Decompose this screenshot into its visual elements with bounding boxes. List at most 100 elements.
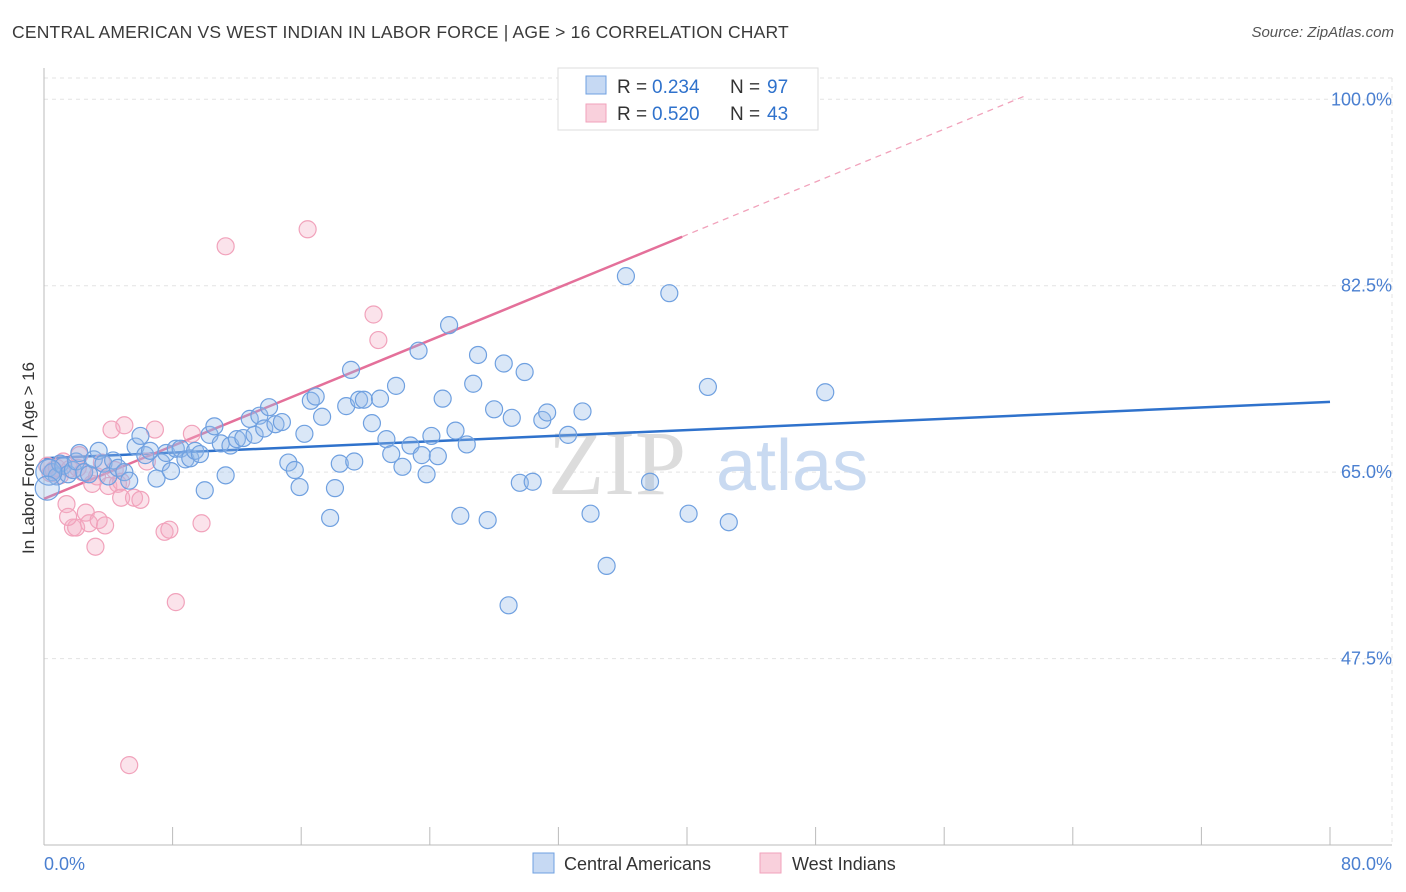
central-american-point <box>478 510 497 530</box>
central-american-point <box>679 504 698 523</box>
bottom-legend-swatch-west-indians <box>759 852 782 874</box>
west-indian-point <box>216 237 235 256</box>
central-american-point <box>325 479 345 498</box>
central-american-point <box>171 439 190 458</box>
west-indian-point <box>137 452 156 471</box>
data-points <box>34 220 835 775</box>
central-american-point <box>558 425 578 444</box>
legend-swatch-blue <box>585 75 607 95</box>
central-american-point <box>428 447 447 466</box>
central-american-point <box>157 443 176 463</box>
central-american-point <box>464 374 483 393</box>
central-american-point <box>386 376 406 395</box>
bottom-legend: Central Americans West Indians <box>532 852 896 874</box>
bottom-legend-label-central-americans: Central Americans <box>564 854 711 874</box>
central-american-point <box>186 441 205 460</box>
central-american-point <box>640 472 660 491</box>
central-american-point <box>816 383 835 402</box>
central-american-point <box>195 481 214 500</box>
west-indian-point <box>79 514 99 533</box>
legend-r-label: R = <box>617 77 652 98</box>
y-tick-label: 47.5% <box>1341 649 1392 669</box>
central-american-point <box>494 354 513 373</box>
watermark-zip: ZIP <box>548 412 686 514</box>
central-american-point <box>341 360 361 379</box>
bottom-legend-label-west-indians: West Indians <box>792 854 896 874</box>
central-american-point <box>510 473 529 492</box>
central-american-point <box>370 389 390 408</box>
x-min-label: 0.0% <box>44 854 85 874</box>
central-american-point <box>719 513 738 532</box>
tick-labels: 47.5% 65.0% 82.5% 100.0% <box>1331 89 1392 668</box>
bottom-legend-swatch-central-americans <box>532 852 555 874</box>
central-american-point <box>597 556 616 575</box>
central-american-point <box>523 472 542 491</box>
central-american-point <box>499 596 518 615</box>
central-american-point <box>161 461 181 481</box>
central-american-point <box>279 453 298 472</box>
west-indian-point <box>95 516 115 535</box>
legend-r-label: R = <box>617 104 652 125</box>
source-label: Source: ZipAtlas.com <box>1251 24 1394 41</box>
central-american-point <box>272 412 292 432</box>
legend-n-value: 97 <box>767 77 788 98</box>
x-max-label: 80.0% <box>1341 854 1392 874</box>
central-american-point <box>409 341 428 360</box>
west-indian-point <box>364 305 383 324</box>
central-american-point <box>393 457 412 476</box>
central-american-point <box>457 435 476 454</box>
west-indians-trend-line <box>43 235 683 500</box>
central-american-point <box>468 345 488 365</box>
y-tick-label: 100.0% <box>1331 89 1392 109</box>
west-indian-point <box>120 756 139 775</box>
central-american-point <box>306 387 325 406</box>
central-american-point <box>295 424 314 443</box>
west-indian-point <box>166 593 185 612</box>
central-american-point <box>120 471 139 490</box>
west-indian-point <box>108 474 128 493</box>
central-american-point <box>412 446 431 465</box>
central-american-point <box>321 508 340 528</box>
west-indian-point <box>182 424 201 443</box>
central-american-point <box>422 426 441 446</box>
central-american-point <box>581 504 600 523</box>
central-american-point <box>446 421 465 440</box>
central-american-point <box>285 460 304 480</box>
central-american-point <box>255 419 274 438</box>
central-american-point <box>84 450 103 469</box>
legend-r-value: 0.520 <box>652 104 700 125</box>
watermark-atlas: atlas <box>716 426 868 506</box>
y-tick-label: 82.5% <box>1341 276 1392 296</box>
west-indian-point <box>369 330 388 350</box>
central-american-point <box>234 428 253 448</box>
central-american-point <box>502 408 521 427</box>
legend-n-label: N = <box>730 77 765 98</box>
central-americans-trend-line <box>43 400 1331 460</box>
west-indian-point <box>160 520 179 539</box>
west-indian-point <box>112 488 131 507</box>
central-american-point <box>216 466 235 485</box>
central-american-point <box>312 407 332 426</box>
central-american-point <box>451 506 470 525</box>
central-american-point <box>616 267 636 286</box>
central-american-point <box>515 362 534 382</box>
central-american-point <box>245 425 264 444</box>
west-indians-trend-extension <box>681 95 1025 238</box>
central-american-point <box>227 430 246 449</box>
watermark: ZIP atlas <box>548 412 868 514</box>
legend-r-value: 0.234 <box>652 77 700 98</box>
central-american-point <box>190 444 210 464</box>
west-indian-point <box>298 220 317 239</box>
central-american-point <box>439 316 459 335</box>
central-american-point <box>362 414 382 433</box>
central-american-point <box>433 389 452 408</box>
central-american-point <box>573 402 592 421</box>
central-american-point <box>698 377 717 397</box>
central-american-point <box>205 417 224 436</box>
central-american-point <box>115 463 134 482</box>
west-indian-point <box>86 537 105 556</box>
west-indian-point <box>115 416 134 435</box>
central-american-point <box>131 426 150 446</box>
central-american-point <box>345 452 364 471</box>
